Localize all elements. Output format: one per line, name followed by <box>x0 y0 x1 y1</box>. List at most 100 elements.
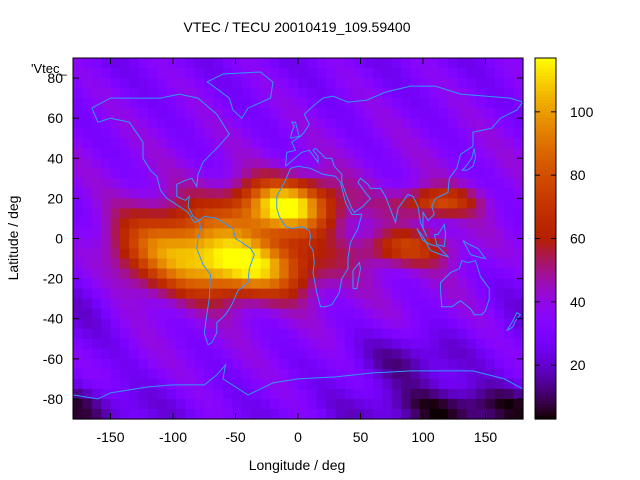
heatmap-cell <box>448 148 458 159</box>
colorbar-segment <box>535 352 556 357</box>
heatmap-cell <box>466 128 477 139</box>
heatmap-cell <box>307 158 318 169</box>
heatmap-cell <box>194 168 205 179</box>
heatmap-cell <box>419 308 430 320</box>
heatmap-cell <box>476 178 487 189</box>
heatmap-cell <box>391 108 402 119</box>
heatmap-cell <box>279 128 290 139</box>
heatmap-cell <box>110 78 121 89</box>
heatmap-cell <box>166 178 177 189</box>
heatmap-cell <box>166 288 177 300</box>
heatmap-cell <box>119 378 130 390</box>
heatmap-cell <box>391 238 402 250</box>
heatmap-cell <box>504 248 515 260</box>
heatmap-cell <box>298 278 308 290</box>
heatmap-cell <box>204 398 215 410</box>
heatmap-cell <box>419 228 430 240</box>
heatmap-cell <box>316 238 327 250</box>
heatmap-cell <box>335 88 346 99</box>
heatmap-cell <box>363 268 374 280</box>
heatmap-cell <box>410 218 421 230</box>
heatmap-cell <box>73 78 83 89</box>
heatmap-cell <box>73 98 83 109</box>
heatmap-cell <box>148 268 158 280</box>
colorbar-segment <box>535 247 556 252</box>
heatmap-cell <box>326 318 337 330</box>
heatmap-cell <box>429 378 440 390</box>
heatmap-cell <box>504 78 515 89</box>
heatmap-cell <box>504 68 515 79</box>
heatmap-cell <box>157 198 168 210</box>
heatmap-cell <box>260 408 271 420</box>
colorbar-segment <box>535 82 556 86</box>
heatmap-cell <box>223 378 233 390</box>
heatmap-cell <box>138 88 149 99</box>
colorbar-segment <box>535 145 556 149</box>
heatmap-cell <box>101 268 112 280</box>
heatmap-cell <box>213 168 224 179</box>
heatmap-cell <box>129 98 140 109</box>
heatmap-cell <box>401 298 412 310</box>
heatmap-cell <box>354 378 365 390</box>
heatmap-cell <box>232 388 243 400</box>
heatmap-cell <box>382 148 393 159</box>
heatmap-cell <box>326 288 337 300</box>
heatmap-cell <box>269 318 280 330</box>
heatmap-cell <box>316 268 327 280</box>
heatmap-cell <box>138 358 149 370</box>
heatmap-cell <box>298 288 308 300</box>
heatmap-cell <box>363 378 374 390</box>
colorbar-segment <box>535 370 556 375</box>
heatmap-cell <box>101 358 112 370</box>
heatmap-cell <box>82 138 93 149</box>
heatmap-cell <box>326 198 337 210</box>
heatmap-cell <box>251 218 262 230</box>
heatmap-cell <box>204 378 215 390</box>
heatmap-cell <box>148 358 158 370</box>
heatmap-cell <box>166 268 177 280</box>
heatmap-cell <box>307 188 318 199</box>
colorbar-segment <box>535 160 556 164</box>
heatmap-cell <box>457 288 468 300</box>
heatmap-cell <box>138 408 149 420</box>
heatmap-cell <box>232 218 243 230</box>
heatmap-cell <box>513 128 524 139</box>
heatmap-cell <box>157 278 168 290</box>
y-tick-label: 80 <box>47 70 63 86</box>
heatmap-cell <box>298 178 308 189</box>
heatmap-cell <box>326 188 337 199</box>
heatmap-cell <box>457 358 468 370</box>
heatmap-cell <box>279 88 290 99</box>
heatmap-cell <box>344 108 355 119</box>
heatmap-cell <box>279 258 290 270</box>
heatmap-cell <box>448 348 458 360</box>
x-axis-label: Longitude / deg <box>249 457 346 473</box>
heatmap-cell <box>279 338 290 350</box>
heatmap-cell <box>466 328 477 340</box>
heatmap-cell <box>307 178 318 189</box>
heatmap-cell <box>307 228 318 240</box>
colorbar-segment <box>535 166 556 170</box>
heatmap-cell <box>335 358 346 370</box>
heatmap-cell <box>494 208 505 220</box>
heatmap-cell <box>513 368 524 380</box>
heatmap-cell <box>101 288 112 300</box>
heatmap-cell <box>344 298 355 310</box>
heatmap-cell <box>401 58 412 69</box>
heatmap-cell <box>288 118 299 129</box>
heatmap-cell <box>223 368 233 380</box>
heatmap-cell <box>148 278 158 290</box>
heatmap-cell <box>354 358 365 370</box>
heatmap-cell <box>288 148 299 159</box>
heatmap-cell <box>326 78 337 89</box>
heatmap-cell <box>335 118 346 129</box>
heatmap-cell <box>363 138 374 149</box>
heatmap-cell <box>513 178 524 189</box>
y-tick-label: 40 <box>47 150 63 166</box>
heatmap-cell <box>513 188 524 199</box>
heatmap-cell <box>223 258 233 270</box>
heatmap-cell <box>251 238 262 250</box>
heatmap-cell <box>241 68 252 79</box>
heatmap-cell <box>213 268 224 280</box>
heatmap-cell <box>326 138 337 149</box>
